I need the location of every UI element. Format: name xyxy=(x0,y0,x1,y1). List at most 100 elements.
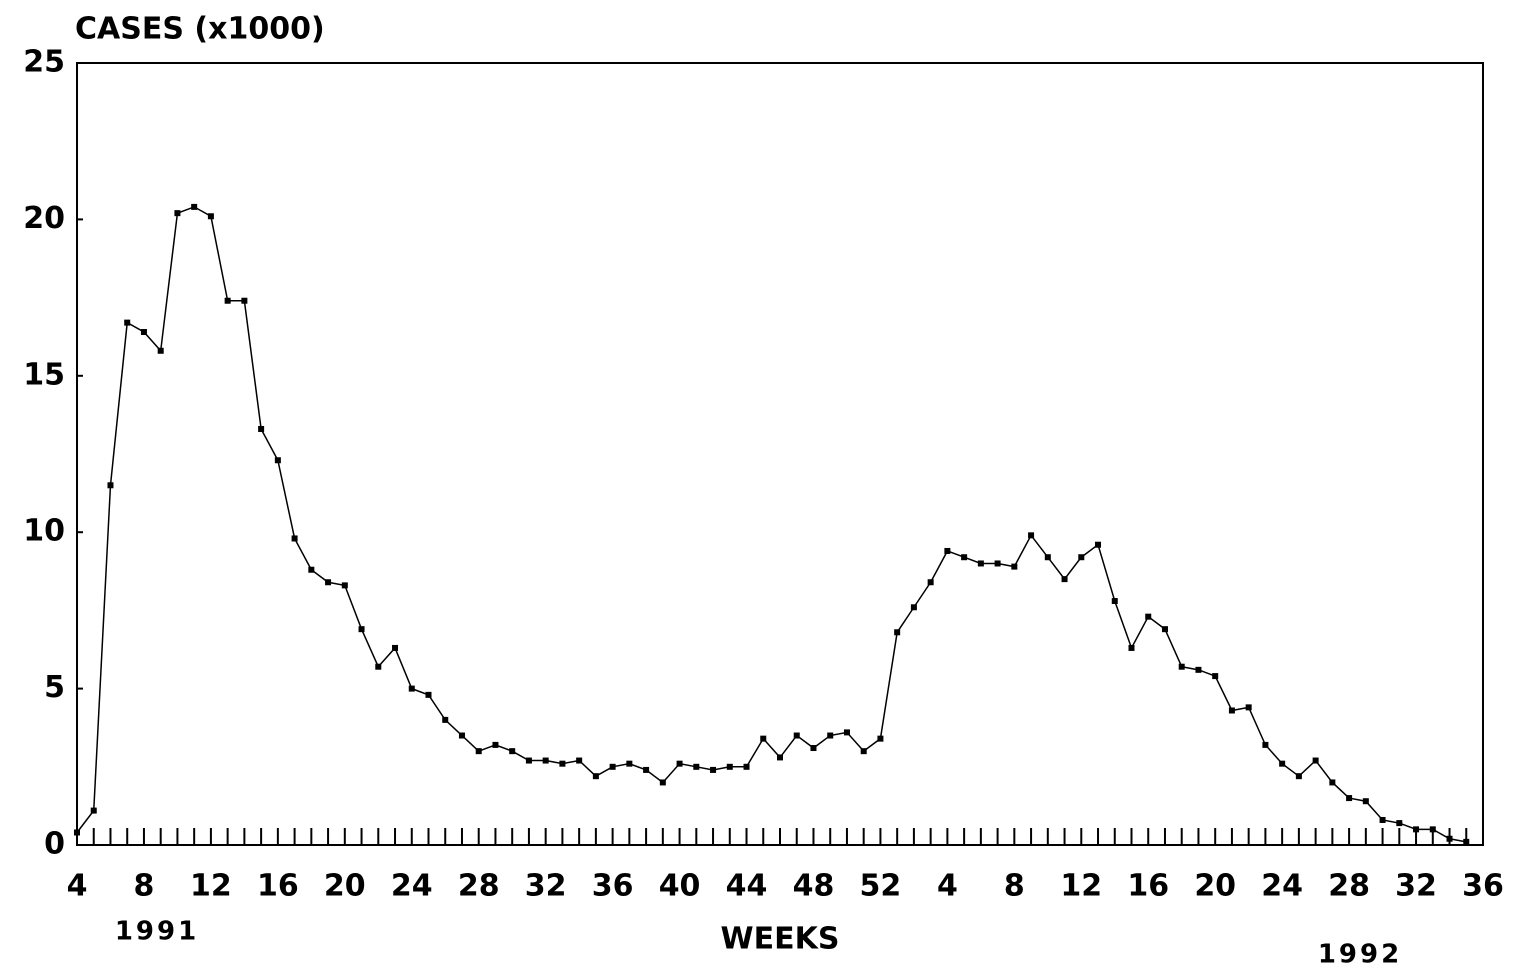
year-label: 1991 xyxy=(115,917,199,947)
data-point xyxy=(492,741,499,748)
data-point xyxy=(174,210,181,217)
x-tick-label: 8 xyxy=(1004,869,1025,904)
data-point xyxy=(659,779,666,786)
x-tick-label: 40 xyxy=(659,869,701,904)
data-point xyxy=(1178,663,1185,670)
x-tick-label: 4 xyxy=(937,869,958,904)
x-tick-label: 20 xyxy=(1194,869,1236,904)
data-point xyxy=(559,760,566,767)
data-point xyxy=(977,560,984,567)
data-point xyxy=(392,644,399,651)
y-tick-label: 10 xyxy=(23,514,65,549)
data-point xyxy=(1295,773,1302,780)
data-point xyxy=(140,329,147,336)
data-point xyxy=(1161,626,1168,633)
data-point xyxy=(994,560,1001,567)
data-point xyxy=(1446,835,1453,842)
x-tick-label: 20 xyxy=(324,869,366,904)
data-point xyxy=(1312,757,1319,764)
data-point xyxy=(1111,598,1118,605)
data-point xyxy=(810,745,817,752)
data-point xyxy=(1078,554,1085,561)
data-point xyxy=(1228,707,1235,714)
chart-title: CASES (x1000) xyxy=(75,12,325,47)
data-point xyxy=(927,579,934,586)
data-point xyxy=(1262,741,1269,748)
data-point xyxy=(643,766,650,773)
data-point xyxy=(1463,838,1470,845)
data-point xyxy=(291,535,298,542)
data-point xyxy=(124,319,131,326)
data-point xyxy=(442,716,449,723)
data-point xyxy=(777,754,783,761)
data-point xyxy=(894,629,901,636)
data-point xyxy=(191,203,198,210)
plot-frame xyxy=(76,62,1484,846)
data-point xyxy=(1379,816,1386,823)
x-tick-label: 16 xyxy=(257,869,299,904)
data-point xyxy=(676,760,683,767)
data-point xyxy=(1396,820,1403,827)
y-tick-label: 0 xyxy=(44,827,65,862)
data-point xyxy=(793,732,800,739)
data-point xyxy=(458,732,465,739)
data-point xyxy=(944,547,951,554)
data-point xyxy=(710,766,717,773)
y-tick-label: 20 xyxy=(23,201,65,236)
data-point xyxy=(609,763,616,770)
data-point xyxy=(910,604,917,611)
x-tick-label: 32 xyxy=(1395,869,1437,904)
x-tick-label: 12 xyxy=(1060,869,1102,904)
data-point xyxy=(576,757,583,764)
data-point xyxy=(626,760,633,767)
x-tick-label: 44 xyxy=(726,869,768,904)
data-point xyxy=(1061,576,1068,583)
data-point xyxy=(425,691,432,698)
data-point xyxy=(1128,644,1135,651)
data-point xyxy=(1329,779,1336,786)
x-tick-label: 4 xyxy=(67,869,88,904)
x-tick-label: 36 xyxy=(1462,869,1504,904)
data-point xyxy=(475,748,482,755)
data-point xyxy=(1346,795,1353,802)
data-point xyxy=(509,748,516,755)
x-tick-label: 24 xyxy=(391,869,433,904)
data-point xyxy=(1095,541,1102,548)
data-point xyxy=(1145,613,1152,620)
data-point xyxy=(325,579,332,586)
x-tick-label: 16 xyxy=(1127,869,1169,904)
data-point xyxy=(375,663,382,670)
data-point xyxy=(542,757,549,764)
x-tick-label: 8 xyxy=(134,869,155,904)
data-point xyxy=(258,425,265,432)
data-point xyxy=(241,297,248,304)
x-tick-label: 48 xyxy=(793,869,835,904)
data-point xyxy=(408,685,415,692)
data-point xyxy=(1245,704,1252,711)
data-point xyxy=(1212,673,1219,680)
data-point xyxy=(1044,554,1051,561)
data-point xyxy=(843,729,850,736)
data-point xyxy=(1028,532,1035,539)
data-point xyxy=(760,735,767,742)
x-tick-label: 52 xyxy=(860,869,902,904)
x-tick-label: 28 xyxy=(1328,869,1370,904)
data-point xyxy=(693,763,700,770)
data-point xyxy=(525,757,532,764)
data-point xyxy=(726,763,733,770)
y-tick-label: 5 xyxy=(44,670,65,705)
data-point xyxy=(1362,798,1369,805)
data-point xyxy=(827,732,834,739)
data-point xyxy=(1429,826,1436,833)
y-tick-label: 15 xyxy=(23,357,65,392)
data-point xyxy=(107,482,114,489)
data-point xyxy=(358,626,365,633)
data-point xyxy=(90,807,97,814)
x-tick-label: 36 xyxy=(592,869,634,904)
x-axis-label: WEEKS xyxy=(721,922,840,957)
data-point xyxy=(860,748,867,755)
y-tick-label: 25 xyxy=(23,45,65,80)
data-point xyxy=(274,457,281,464)
x-tick-label: 32 xyxy=(525,869,567,904)
